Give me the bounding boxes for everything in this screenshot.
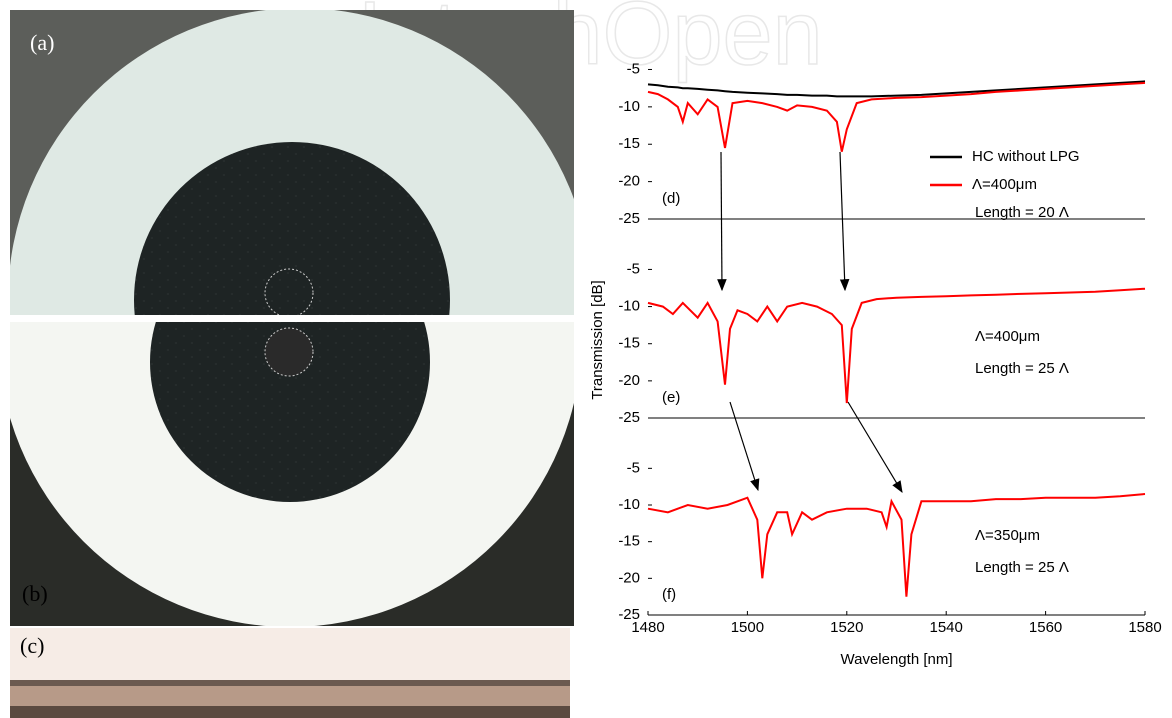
photo-label: (c) [20, 633, 44, 658]
series-line [647, 287, 1146, 404]
y-tick-label: -5 [627, 459, 640, 476]
legend-label: HC without LPG [972, 148, 1080, 165]
y-tick-label: -10 [618, 98, 640, 115]
photo-a [10, 10, 574, 315]
annotation: Length = 20 Λ [975, 204, 1069, 221]
x-tick-label: 1580 [1128, 619, 1161, 636]
series-line [647, 493, 1146, 597]
arrow [729, 401, 760, 492]
y-tick-label: -25 [618, 210, 640, 227]
y-tick-label: -20 [618, 569, 640, 586]
arrow [839, 151, 850, 292]
annotation: Length = 25 Λ [975, 559, 1069, 576]
y-tick-label: -20 [618, 372, 640, 389]
y-tick-label: -15 [618, 335, 640, 352]
panel-label: (e) [662, 389, 680, 406]
y-tick-label: -5 [627, 60, 640, 77]
photo-c [10, 628, 570, 718]
x-tick-label: 1480 [631, 619, 664, 636]
arrow [717, 151, 727, 292]
y-tick-label: -15 [618, 533, 640, 550]
series-line [647, 80, 1146, 98]
x-tick-label: 1520 [830, 619, 863, 636]
x-tick-label: 1500 [731, 619, 764, 636]
legend-label: Λ=400μm [972, 176, 1037, 193]
y-tick-label: -5 [627, 260, 640, 277]
y-tick-label: -20 [618, 173, 640, 190]
annotation: Λ=350μm [975, 527, 1040, 544]
y-tick-label: -15 [618, 135, 640, 152]
photo-label: (a) [30, 30, 54, 55]
annotation: Λ=400μm [975, 328, 1040, 345]
panel-label: (d) [662, 190, 680, 207]
y-tick-label: -10 [618, 496, 640, 513]
series-line [647, 81, 1146, 152]
y-axis-label: Transmission [dB] [589, 280, 606, 399]
panel-label: (f) [662, 586, 676, 603]
y-tick-label: -10 [618, 298, 640, 315]
y-tick-label: -25 [618, 409, 640, 426]
photo-label: (b) [22, 581, 48, 606]
x-axis-label: Wavelength [nm] [841, 651, 953, 668]
y-tick-label: -25 [618, 606, 640, 623]
x-tick-label: 1560 [1029, 619, 1062, 636]
arrow [847, 401, 903, 494]
x-tick-label: 1540 [930, 619, 963, 636]
photo-b [10, 322, 574, 626]
annotation: Length = 25 Λ [975, 360, 1069, 377]
arrows [717, 151, 903, 494]
